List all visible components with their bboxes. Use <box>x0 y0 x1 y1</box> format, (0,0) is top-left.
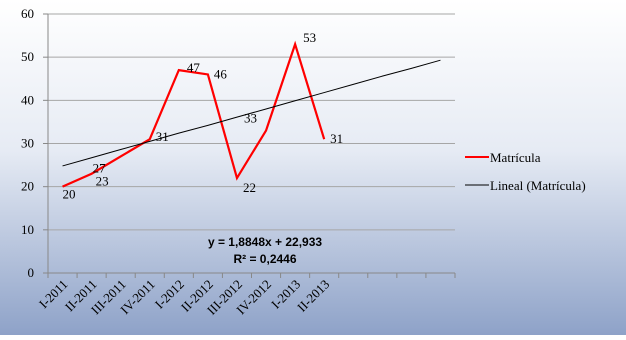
y-tick-label: 0 <box>28 265 35 280</box>
data-label: 31 <box>156 129 169 144</box>
data-label: 53 <box>303 30 316 45</box>
r-squared: R² = 0,2446 <box>233 252 296 266</box>
y-tick-label: 60 <box>21 6 34 21</box>
data-label: 33 <box>244 111 257 126</box>
series-line <box>62 40 326 188</box>
data-label: 46 <box>214 66 228 81</box>
data-label: 20 <box>63 187 76 202</box>
data-label: 23 <box>96 174 109 189</box>
y-tick-label: 40 <box>21 92 34 107</box>
y-tick-label: 50 <box>21 49 34 64</box>
y-tick-label: 10 <box>21 222 34 237</box>
y-tick-label: 20 <box>21 179 34 194</box>
series-line <box>62 59 441 167</box>
data-label: 27 <box>93 160 107 175</box>
data-label: 22 <box>243 180 256 195</box>
data-label: 31 <box>330 131 343 146</box>
legend-label: Matrícula <box>490 150 541 165</box>
legend-label: Lineal (Matrícula) <box>490 178 586 193</box>
equation: y = 1,8848x + 22,933 <box>208 235 322 249</box>
data-label: 47 <box>187 60 201 75</box>
y-tick-label: 30 <box>21 136 34 151</box>
